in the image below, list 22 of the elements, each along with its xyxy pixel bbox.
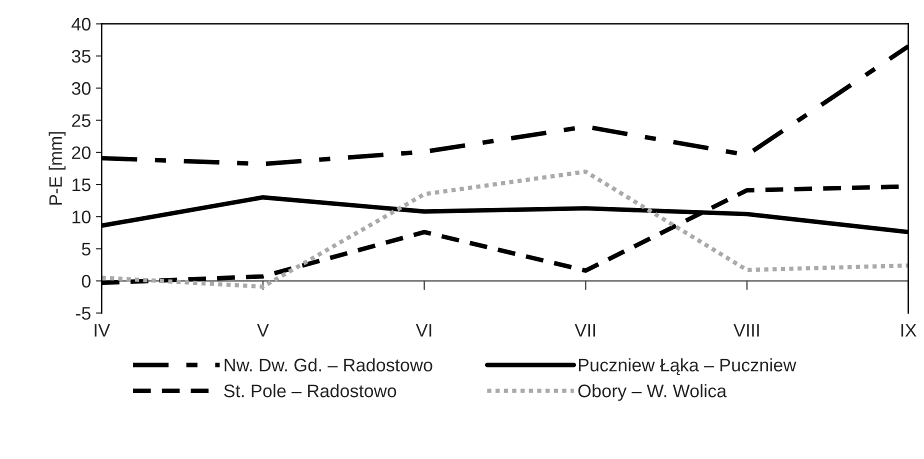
legend-label: St. Pole – Radostowo bbox=[224, 384, 396, 398]
x-tick-label: V bbox=[257, 324, 269, 337]
y-tick-label: 10 bbox=[72, 210, 91, 224]
y-tick-label: 25 bbox=[72, 114, 90, 127]
x-tick-label: IX bbox=[901, 324, 916, 337]
y-axis-title: P-E [mm] bbox=[48, 132, 66, 205]
x-tick-label: VI bbox=[416, 324, 432, 337]
legend-label: Obory – W. Wolica bbox=[578, 384, 727, 401]
x-tick-label: VII bbox=[574, 324, 596, 337]
y-tick-label: 30 bbox=[72, 82, 91, 95]
y-tick-label: -5 bbox=[76, 307, 90, 320]
y-tick-label: 40 bbox=[72, 18, 91, 31]
y-tick-label: 15 bbox=[72, 178, 90, 192]
y-tick-label: 35 bbox=[72, 50, 90, 63]
y-tick-label: 20 bbox=[72, 146, 91, 160]
x-tick-label: IV bbox=[94, 324, 110, 337]
x-tick-label: VIII bbox=[733, 324, 759, 337]
y-tick-label: 5 bbox=[82, 242, 90, 256]
y-tick-label: 0 bbox=[82, 274, 91, 288]
line-series bbox=[102, 170, 908, 289]
legend-label: Nw. Dw. Gd. – Radostowo bbox=[224, 358, 432, 372]
legend-label: Puczniew Łąka – Puczniew bbox=[578, 358, 796, 376]
